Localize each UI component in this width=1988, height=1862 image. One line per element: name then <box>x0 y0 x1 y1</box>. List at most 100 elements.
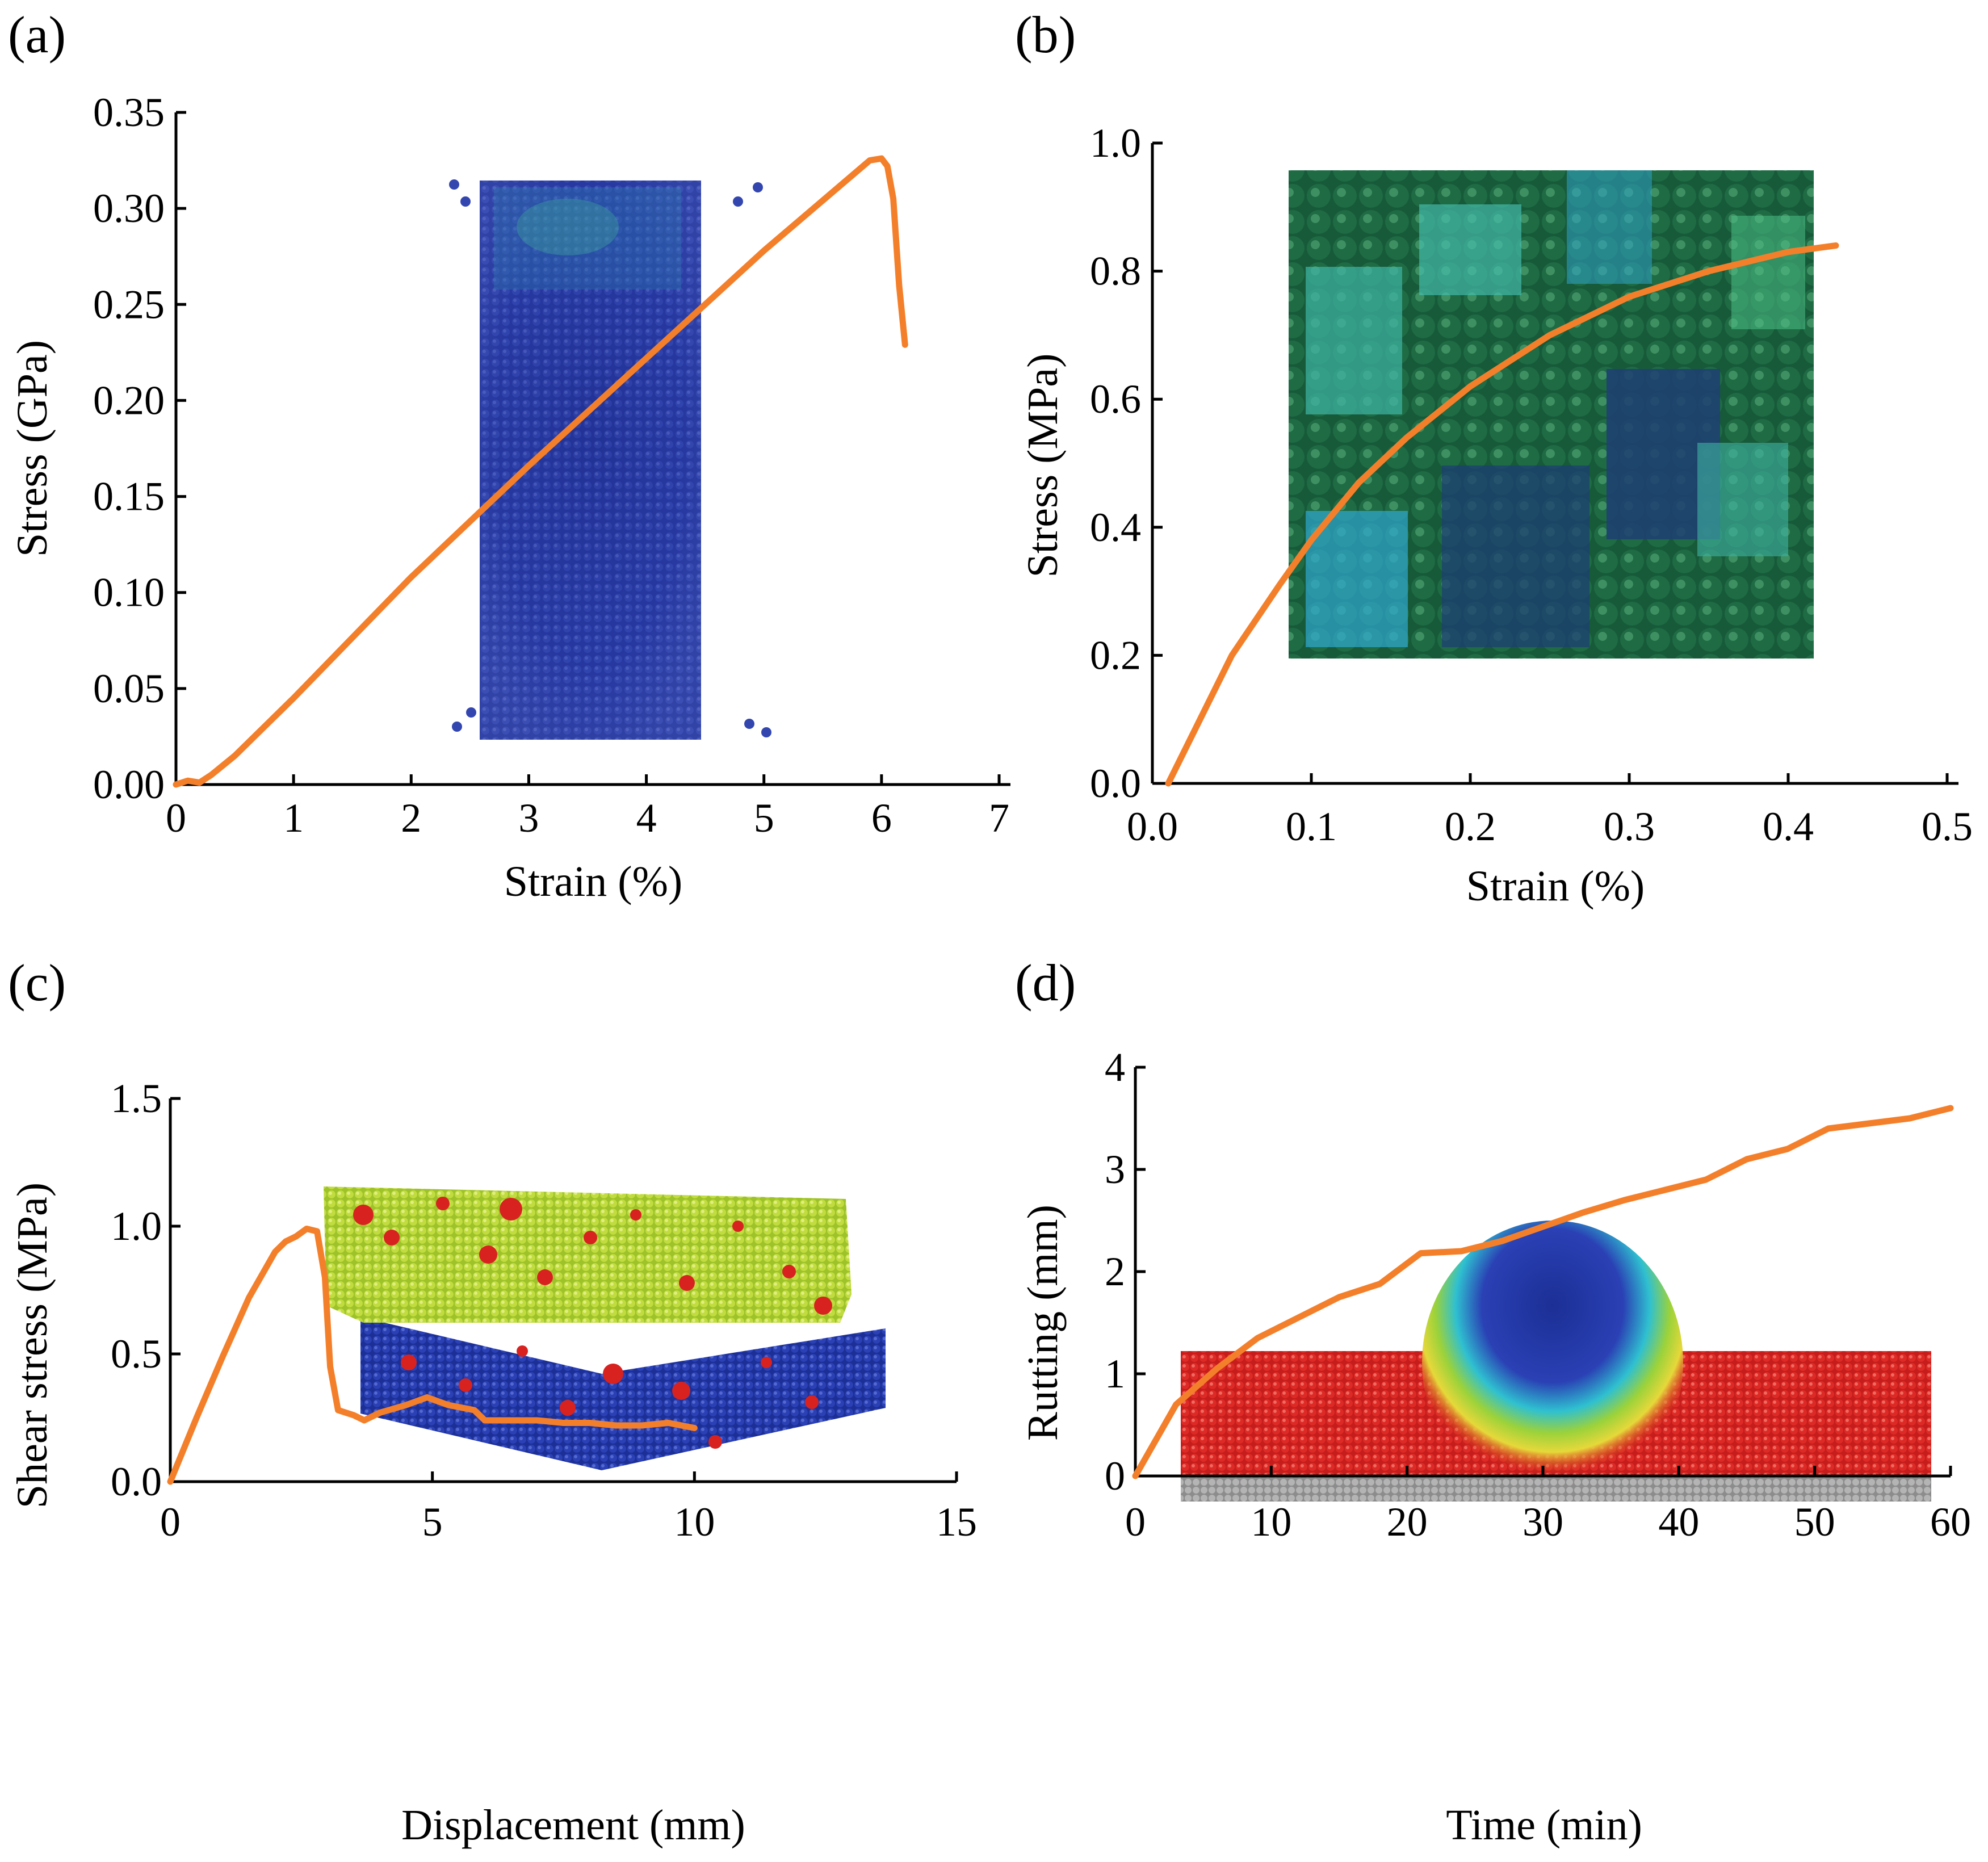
series-line-a <box>173 155 908 788</box>
x-axis-title-a: Strain (%) <box>504 858 682 905</box>
data-point <box>1950 1108 1951 1109</box>
y-tick-label: 0.2 <box>1090 632 1141 678</box>
data-point <box>869 160 871 161</box>
data-point <box>1909 1118 1911 1119</box>
data-point <box>426 1396 428 1398</box>
y-tick-label: 0.4 <box>1090 505 1141 550</box>
series-a <box>173 155 908 788</box>
data-point <box>528 465 530 467</box>
data-point <box>211 774 212 776</box>
data-point <box>306 1228 308 1230</box>
specimen-c-inset <box>324 1186 886 1470</box>
data-point <box>1339 1297 1340 1298</box>
x-tick-label: 0 <box>166 795 186 841</box>
data-point <box>293 697 295 699</box>
data-point <box>563 1422 564 1424</box>
x-tick-label: 0 <box>1125 1499 1146 1545</box>
data-point <box>1135 1475 1136 1477</box>
data-point <box>1470 385 1471 387</box>
x-tick-label: 0.1 <box>1286 804 1337 849</box>
y-tick-label: 0.15 <box>93 474 165 519</box>
x-axis-title-b: Strain (%) <box>1466 862 1645 910</box>
x-tick-label: 0.0 <box>1127 804 1178 849</box>
data-point <box>1705 1179 1707 1180</box>
x-axis-title-d: Time (min) <box>1446 1801 1642 1849</box>
ticks-c: 0 5 10 15 0.0 0.5 1.0 1.5 <box>111 1076 977 1545</box>
data-point <box>222 1356 224 1357</box>
y-tick-label: 0.05 <box>93 666 165 711</box>
y-tick-label: 1.5 <box>111 1076 162 1121</box>
data-point <box>295 1236 297 1237</box>
axes-a <box>174 112 1010 786</box>
data-point <box>316 1231 318 1232</box>
x-tick-label: 2 <box>401 795 421 841</box>
data-point <box>1279 584 1280 586</box>
y-tick-label: 4 <box>1105 1045 1125 1090</box>
y-tick-label: 0.20 <box>93 378 165 423</box>
data-point <box>898 284 900 286</box>
x-tick-label: 40 <box>1658 1499 1699 1545</box>
x-tick-label: 5 <box>754 795 774 841</box>
data-point <box>763 250 765 251</box>
y-tick-label: 0.00 <box>93 762 165 807</box>
data-point <box>1406 437 1407 438</box>
data-point <box>1155 1440 1156 1441</box>
y-tick-label: 0.30 <box>93 186 165 231</box>
data-point <box>1216 1368 1218 1369</box>
data-point <box>589 1422 590 1424</box>
panel-label-a: (a) <box>8 6 66 64</box>
data-point <box>645 358 647 359</box>
data-point <box>1358 481 1360 483</box>
data-point <box>668 1422 669 1424</box>
y-axis-title-a: Stress (GPa) <box>9 340 56 557</box>
specimen-d-inset <box>1181 1221 1931 1504</box>
x-tick-label: 20 <box>1387 1499 1428 1545</box>
y-axis-title-c: Shear stress (MPa) <box>9 1182 56 1508</box>
x-tick-label: 5 <box>422 1499 443 1545</box>
y-tick-label: 0.5 <box>111 1331 162 1377</box>
ticks-d: 0 10 20 30 40 50 60 0 1 2 3 4 <box>1105 1045 1971 1545</box>
data-point <box>892 198 894 200</box>
ticks-b: 0.0 0.1 0.2 0.3 0.4 0.5 0.0 0.2 0.4 0.6 0.8 1.0 <box>1090 120 1973 849</box>
data-point <box>641 1425 643 1426</box>
panel-label-c: (c) <box>8 954 66 1012</box>
y-tick-label: 0.0 <box>1090 761 1141 806</box>
x-tick-label: 6 <box>871 795 892 841</box>
data-point <box>1549 334 1550 336</box>
data-point <box>694 1427 695 1429</box>
x-tick-label: 10 <box>1251 1499 1291 1545</box>
x-tick-label: 15 <box>936 1499 977 1545</box>
x-tick-label: 7 <box>989 795 1009 841</box>
data-point <box>1257 1337 1259 1339</box>
x-tick-label: 1 <box>283 795 304 841</box>
data-point <box>405 1404 407 1406</box>
ticks-a: 0 1 2 3 4 5 6 7 0.00 0.05 0.10 0.15 0.20 0.25 0.30 0.35 <box>93 90 1009 841</box>
panel-label-b: (b) <box>1015 6 1076 64</box>
data-point <box>274 1251 276 1252</box>
y-tick-label: 1.0 <box>1090 120 1141 166</box>
data-point <box>473 1410 475 1411</box>
specimen-b-inset <box>1289 170 1814 659</box>
data-point <box>1746 1159 1747 1160</box>
data-point <box>1461 1251 1462 1252</box>
data-point <box>363 1420 365 1421</box>
data-point <box>1786 1148 1788 1150</box>
data-point <box>1664 1189 1666 1190</box>
series-line-c <box>167 1226 698 1485</box>
y-axis-title-d: Rutting (mm) <box>1019 1205 1067 1441</box>
data-point <box>337 1410 339 1411</box>
specimen-a-inset <box>449 179 771 740</box>
x-tick-label: 0.2 <box>1445 804 1496 849</box>
x-tick-label: 60 <box>1930 1499 1971 1545</box>
data-point <box>1199 719 1201 720</box>
data-point <box>1835 245 1836 246</box>
x-tick-label: 4 <box>636 795 657 841</box>
data-point <box>1298 1317 1299 1318</box>
data-point <box>285 1241 287 1242</box>
data-point <box>248 1297 250 1298</box>
data-point <box>1708 270 1709 272</box>
data-point <box>1624 1200 1625 1201</box>
data-point <box>1788 251 1789 253</box>
data-point <box>1502 1240 1503 1242</box>
